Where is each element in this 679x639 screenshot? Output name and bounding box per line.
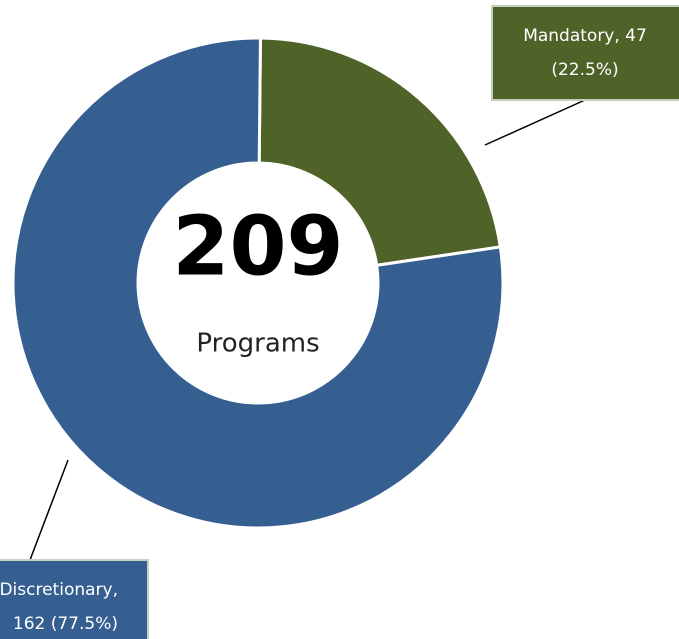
data-label-box [491,5,679,101]
donut-slice [257,36,503,268]
data-label: Mandatory, 47 [523,26,647,46]
data-label: Discretionary, [0,580,118,600]
leader-line [29,459,69,561]
data-label: 162 (77.5%) [13,614,118,634]
data-label: (22.5%) [551,60,618,80]
data-label-box [0,559,149,639]
center-label: Programs [196,329,319,359]
leader-line [484,99,586,146]
donut-slice [11,36,505,530]
center-value: 209 [172,199,343,294]
